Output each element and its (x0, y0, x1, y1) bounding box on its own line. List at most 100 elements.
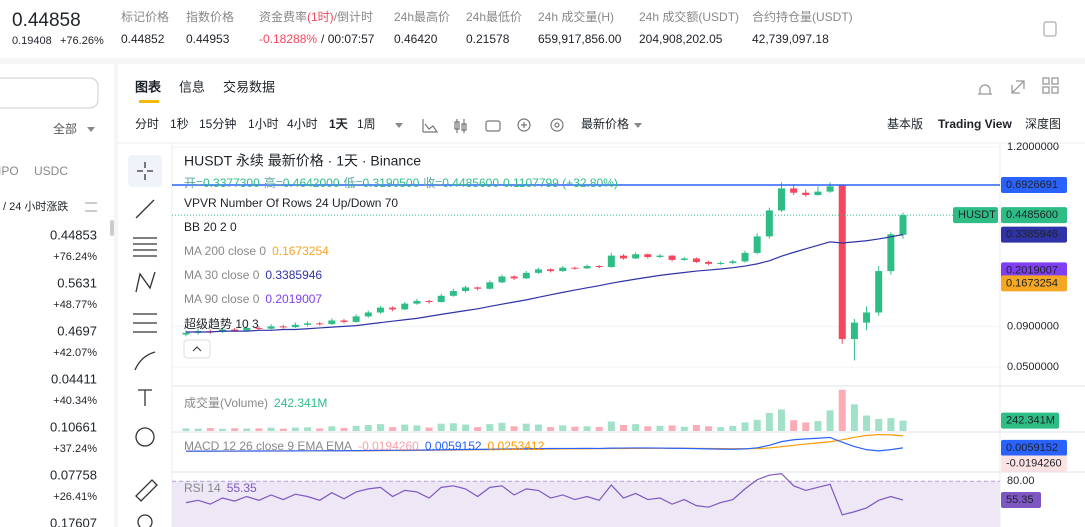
view-option[interactable]: Trading View (938, 117, 1012, 131)
filter-all[interactable]: 全部 (53, 121, 77, 136)
volume-bar (328, 426, 336, 431)
bell-icon[interactable] (978, 84, 992, 95)
interval[interactable]: 1天 (329, 117, 349, 131)
candle-body (340, 320, 348, 322)
tab[interactable]: 交易数据 (223, 79, 275, 94)
projection-tool[interactable] (133, 313, 157, 333)
volume-bar (875, 418, 883, 431)
candle-body (583, 266, 591, 269)
view-option[interactable]: 基本版 (887, 117, 923, 131)
drawing-tools (133, 162, 158, 527)
layout-icon[interactable] (1051, 77, 1059, 85)
layout-icon[interactable] (1042, 77, 1050, 85)
price-marker (1001, 207, 1067, 224)
price-marker (1001, 262, 1067, 279)
scrollbar (110, 220, 114, 236)
stat-label-part: 24h最低价 (466, 10, 522, 24)
volume-bar (583, 426, 591, 431)
candle-body (802, 192, 810, 196)
candle-body (899, 215, 907, 235)
toolbar-icons (422, 118, 564, 133)
price-tick-label: 1.2000000 (1007, 141, 1059, 153)
interval[interactable]: 1周 (357, 117, 376, 131)
header-icon[interactable] (1043, 21, 1057, 37)
candle-body (632, 254, 640, 259)
tab[interactable]: 信息 (179, 79, 205, 94)
ohlc-value: 0.4485600 (442, 176, 499, 190)
candle-body (619, 255, 627, 259)
volume-bar (680, 426, 688, 431)
ohlc-label: 低= (344, 176, 363, 190)
sort-label[interactable]: / 24 小时涨跌 (3, 199, 68, 213)
quote-tab[interactable]: USDC (34, 164, 68, 178)
ohlc-label: 高= (264, 175, 283, 190)
candle-body (644, 254, 652, 258)
crosshair-tool[interactable] (137, 162, 153, 180)
row-change: +40.34% (53, 395, 97, 407)
view-option[interactable]: 深度图 (1025, 116, 1061, 131)
volume-bar (498, 422, 506, 431)
stat-value-part: 0.44953 (186, 32, 230, 46)
row-price: 0.44853 (50, 227, 97, 242)
price-marker-label: 0.3385946 (1006, 229, 1058, 241)
price-marker-label: 0.1673254 (1006, 277, 1058, 289)
add-icon[interactable] (517, 118, 531, 132)
ruler-tool[interactable] (135, 479, 158, 502)
stat-label-part: 24h 成交量(H) (538, 9, 614, 24)
rsi-marker-label: 55.35 (1006, 494, 1034, 506)
candle-body (692, 258, 700, 263)
volume-bar (206, 427, 214, 431)
interval[interactable]: 15分钟 (199, 116, 236, 131)
text-tool[interactable] (138, 389, 152, 406)
quote-tab[interactable]: IPO (0, 164, 19, 178)
trendline-tool[interactable] (135, 199, 155, 219)
interval[interactable]: 4小时 (287, 117, 318, 131)
price-tag (953, 207, 998, 224)
tab[interactable]: 图表 (135, 79, 162, 94)
stat-value-part: 0.46420 (394, 32, 438, 46)
price-change: 0.19408 (12, 35, 52, 47)
interval[interactable]: 1小时 (248, 117, 279, 131)
camera-icon[interactable] (485, 120, 501, 132)
brush-tool[interactable] (134, 351, 156, 371)
candle-body (267, 326, 275, 329)
pattern-tool[interactable] (135, 271, 156, 293)
volume-bar (231, 428, 239, 431)
settings-icon[interactable] (550, 118, 564, 132)
sort-icon[interactable] (85, 202, 97, 212)
macd-legend: MACD 12 26 close 9 EMA EMA -0.0194260 0.00… (184, 439, 545, 453)
collapse-button[interactable] (183, 339, 211, 359)
legend-supertrend: 超级趋势 10 3 (184, 316, 259, 331)
candle-body (534, 269, 542, 273)
stat-value: 0.44852 (121, 32, 165, 46)
stat-value: 0.46420 (394, 32, 438, 46)
interval[interactable]: 分时 (135, 117, 159, 131)
collapse-arrow (192, 346, 202, 352)
rsi-title: RSI 14 (184, 481, 221, 495)
candle-body (559, 267, 567, 272)
volume-bar (364, 424, 372, 431)
stat-label-part: 合约持仓量(USDT) (752, 9, 853, 24)
zoom-tool[interactable] (137, 514, 153, 527)
macd-marker-label: -0.0194260 (1006, 457, 1062, 469)
emoji-tool[interactable] (135, 427, 155, 447)
layout-icon[interactable] (1051, 86, 1059, 94)
dropdown-arrow (634, 123, 642, 128)
row-change: +26.41% (53, 491, 97, 503)
layout-icon[interactable] (1042, 86, 1050, 94)
expand-icon[interactable] (1011, 80, 1025, 94)
indicator-icon[interactable] (422, 119, 439, 133)
candle-icon[interactable] (454, 119, 467, 133)
volume-bar (218, 428, 226, 431)
ohlc-value: 0.3190500 (363, 176, 420, 190)
stat-value: 0.44953 (186, 32, 230, 46)
candle-body (182, 332, 190, 335)
fib-tool[interactable] (133, 237, 157, 257)
volume-bar (632, 424, 640, 431)
search-box[interactable] (0, 77, 99, 109)
candle-body (389, 307, 397, 310)
rsi-tick-label: 80.00 (1007, 475, 1035, 487)
interval[interactable]: 1秒 (170, 117, 189, 131)
candle-body (474, 287, 482, 289)
price-type[interactable]: 最新价格 (581, 116, 629, 131)
